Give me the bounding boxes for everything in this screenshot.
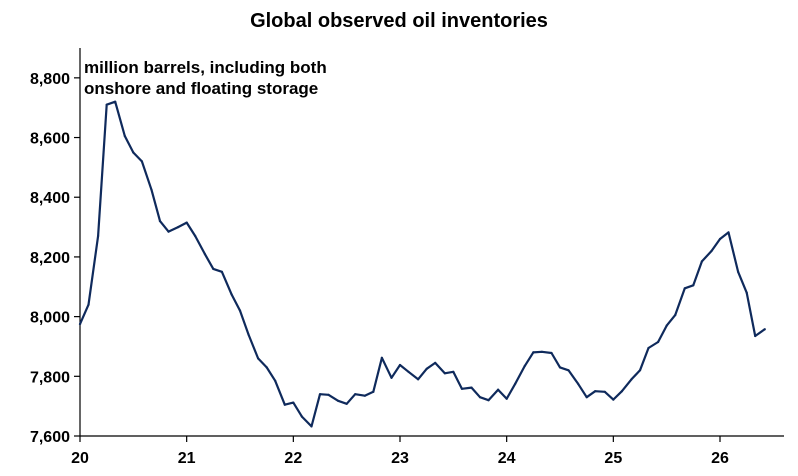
x-tick-label: 20: [71, 450, 89, 467]
data-point: [247, 333, 250, 336]
data-point: [194, 234, 197, 238]
data-point: [337, 399, 340, 402]
y-tick-label: 8,800: [30, 71, 70, 88]
data-point: [452, 370, 455, 373]
data-point: [470, 386, 473, 389]
data-point: [550, 351, 553, 355]
data-point: [238, 309, 242, 312]
data-point: [380, 356, 383, 359]
data-point: [114, 100, 117, 103]
data-point: [78, 323, 82, 326]
data-point: [567, 369, 570, 372]
data-point: [674, 314, 677, 317]
data-point: [274, 379, 277, 382]
data-point: [212, 267, 215, 270]
data-point: [665, 324, 668, 327]
x-tick-label: 26: [711, 450, 729, 467]
x-tick-label: 24: [498, 450, 516, 467]
data-point: [603, 390, 606, 393]
data-point: [700, 260, 704, 263]
data-point: [745, 291, 748, 294]
data-point: [265, 366, 268, 369]
data-point: [185, 221, 188, 224]
y-tick-label: 8,600: [30, 131, 70, 148]
data-point: [647, 346, 650, 350]
y-tick-label: 8,000: [30, 310, 70, 327]
y-tick-label: 8,400: [30, 190, 70, 207]
data-point: [487, 399, 490, 402]
data-point: [292, 401, 295, 404]
data-point: [425, 367, 428, 370]
data-point: [354, 393, 357, 396]
data-point: [612, 398, 615, 401]
y-tick-label: 8,200: [30, 250, 70, 267]
annotation-line-1: million barrels, including both: [84, 58, 327, 77]
data-point: [683, 287, 686, 290]
data-point: [460, 387, 463, 390]
x-tick-label: 25: [604, 450, 622, 467]
data-point: [87, 303, 90, 306]
data-point: [372, 390, 375, 393]
data-point: [398, 363, 402, 367]
data-point: [417, 378, 420, 381]
data-point: [754, 334, 757, 338]
data-point: [727, 231, 730, 234]
data-point: [105, 103, 108, 106]
data-point: [123, 134, 126, 138]
data-point: [657, 340, 660, 344]
data-point: [692, 284, 695, 287]
data-point: [514, 382, 517, 385]
data-point: [300, 415, 303, 418]
x-tick-label: 21: [178, 450, 196, 467]
data-point: [132, 151, 135, 154]
data-point: [203, 252, 206, 255]
data-point: [345, 402, 348, 405]
data-point: [443, 372, 446, 375]
data-point: [318, 393, 322, 396]
series-line: [78, 100, 766, 428]
data-point: [390, 376, 393, 379]
data-point: [718, 237, 722, 241]
data-point: [540, 350, 544, 353]
x-tick-label: 22: [284, 450, 302, 467]
x-tick-label: 23: [391, 450, 409, 467]
data-point: [532, 351, 535, 354]
axes: 7,600 7,800 8,000 8,200 8,400 8,600 8,800 20 21 2…: [30, 48, 784, 467]
chart-title: Global observed oil inventories: [250, 10, 548, 32]
data-point: [505, 397, 508, 400]
data-point: [523, 364, 526, 367]
plot-area: [78, 100, 766, 428]
data-point: [140, 160, 143, 163]
data-point: [150, 188, 153, 191]
data-point: [585, 396, 588, 399]
data-point: [310, 425, 313, 428]
data-point: [177, 226, 180, 229]
y-tick-label: 7,800: [30, 369, 70, 386]
data-point: [763, 328, 766, 331]
data-point: [630, 378, 633, 381]
data-point: [407, 370, 410, 373]
data-point: [638, 369, 642, 372]
data-point: [737, 270, 740, 273]
data-point: [434, 361, 437, 364]
data-point: [158, 220, 162, 223]
data-point: [497, 388, 500, 391]
data-point: [558, 366, 562, 369]
data-point: [257, 357, 260, 360]
annotation-line-2: onshore and floating storage: [84, 79, 318, 98]
data-point: [167, 230, 170, 233]
data-point: [283, 403, 286, 406]
data-point: [220, 270, 223, 273]
y-tick-label: 7,600: [30, 429, 70, 446]
data-point: [577, 382, 580, 385]
data-point: [327, 393, 330, 396]
data-point: [230, 293, 233, 296]
data-point: [478, 396, 482, 399]
data-point: [710, 249, 713, 253]
data-point: [363, 394, 366, 397]
data-point: [97, 234, 100, 238]
data-point: [620, 390, 624, 393]
data-point: [594, 390, 597, 393]
